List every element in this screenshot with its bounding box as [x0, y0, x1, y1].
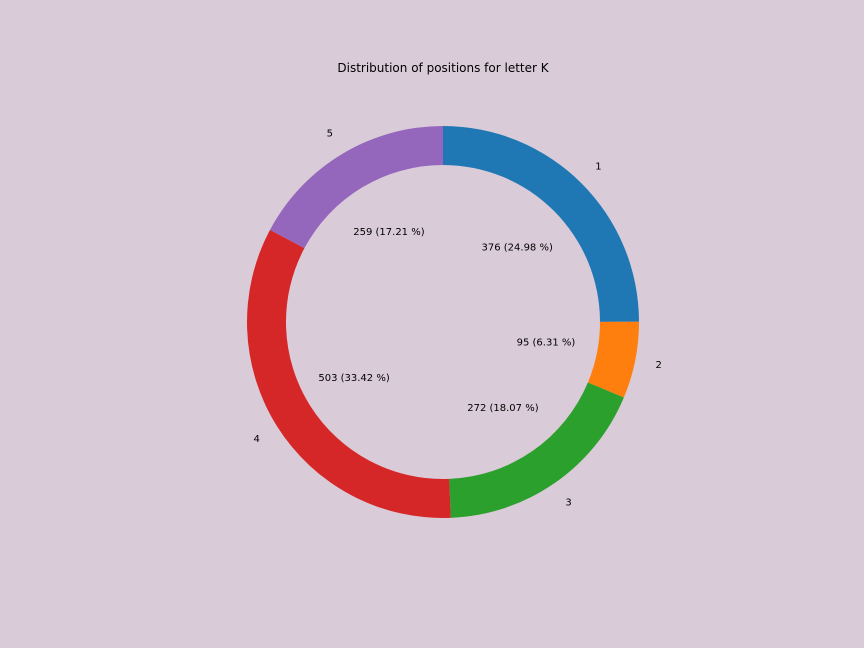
slice-5 [270, 125, 443, 249]
chart-title: Distribution of positions for letter K [337, 61, 549, 75]
value-label-3: 272 (18.07 %) [467, 403, 538, 414]
category-label-3: 3 [565, 498, 571, 509]
category-label-2: 2 [656, 360, 662, 371]
value-labels: 376 (24.98 %) 95 (6.31 %) 272 (18.07 %) 503… [318, 227, 575, 414]
slice-4 [247, 229, 451, 518]
category-label-1: 1 [595, 161, 601, 172]
category-labels: 1 2 3 4 5 [253, 128, 661, 508]
value-label-5: 259 (17.21 %) [353, 227, 424, 238]
donut-slices [247, 125, 639, 518]
slice-3 [449, 382, 624, 518]
value-label-4: 503 (33.42 %) [318, 373, 389, 384]
slice-2 [587, 321, 639, 398]
value-label-2: 95 (6.31 %) [517, 338, 576, 349]
slice-1 [443, 126, 639, 322]
category-label-5: 5 [327, 128, 333, 139]
value-label-1: 376 (24.98 %) [482, 243, 553, 254]
category-label-4: 4 [253, 434, 259, 445]
